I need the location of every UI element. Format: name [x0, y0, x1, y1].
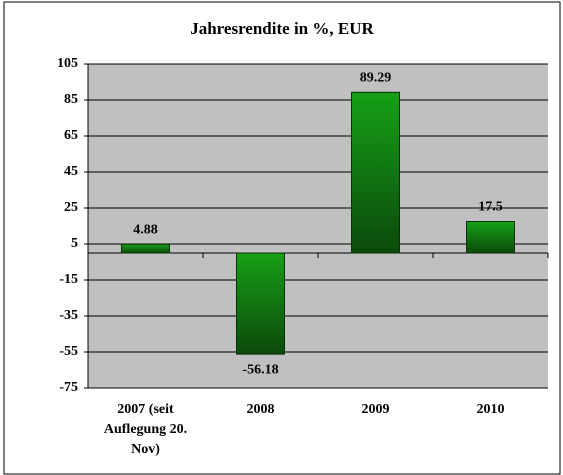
value-label: -56.18	[242, 362, 278, 377]
bar	[121, 243, 170, 254]
value-label: 89.29	[360, 70, 392, 85]
bar	[466, 221, 515, 254]
y-tick-label: -75	[59, 380, 78, 395]
y-tick-label: 65	[64, 128, 78, 143]
x-tick-label: 2010	[476, 402, 505, 417]
value-label: 17.5	[478, 200, 503, 215]
x-tick-label: 2009	[361, 402, 390, 417]
bar	[236, 252, 285, 355]
y-tick-label: -15	[59, 272, 78, 287]
y-tick-label: -55	[59, 344, 78, 359]
y-tick-label: 105	[57, 56, 78, 71]
chart-title: Jahresrendite in %, EUR	[190, 19, 374, 38]
x-tick-label: 2008	[246, 402, 275, 417]
y-tick-label: 45	[64, 164, 78, 179]
y-tick-label: -35	[59, 308, 78, 323]
y-tick-label: 85	[64, 92, 78, 107]
x-tick-label: 2007 (seit Auflegung 20. Nov)	[103, 402, 188, 457]
value-label: 4.88	[133, 222, 158, 237]
y-tick-label: 5	[71, 236, 78, 251]
bar	[351, 91, 400, 254]
y-tick-label: 25	[64, 200, 78, 215]
